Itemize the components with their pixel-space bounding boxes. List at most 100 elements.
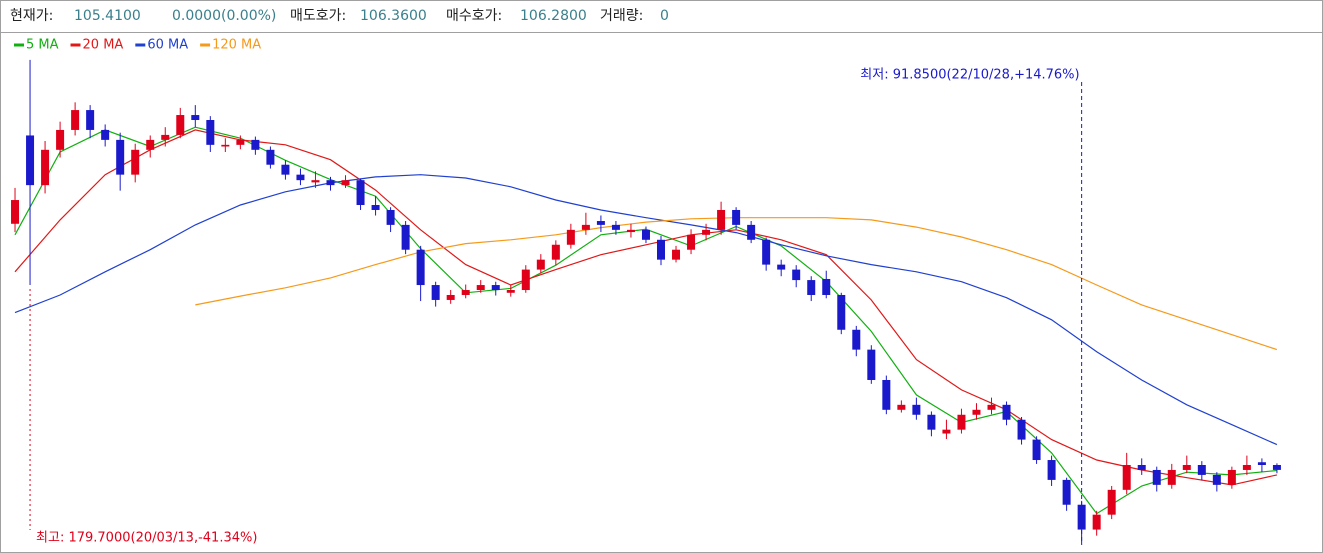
candle-body [251,139,260,150]
candle-body [1152,469,1161,485]
candle-body [221,144,230,147]
candle-body [446,294,455,300]
candle-body [1092,514,1101,530]
candle-body [942,429,951,434]
candle-body [311,180,320,183]
candle-body [1272,464,1281,470]
candle-body [596,221,605,225]
candle-body [566,229,575,245]
candle-body [641,229,650,240]
candle-body [101,129,110,140]
candle-body [476,285,485,291]
price: 105.4100 [74,8,141,24]
legend-label: 20 MA [83,38,124,53]
candle-body [762,239,771,265]
ma-line [14,129,1278,486]
legend-label: 5 MA [26,38,59,53]
ma-line [14,174,1278,446]
candle-body [657,239,665,260]
candle-body [401,224,410,250]
ask-label: 매도호가: [290,8,346,24]
candle-body [1017,419,1026,440]
candle-body [717,209,726,230]
candle-body [1212,474,1221,485]
candle-body [266,149,275,165]
candle-body [236,139,245,145]
candle-body [71,110,80,130]
candle-body [41,149,50,186]
candle-body [131,149,140,175]
candle-body [1167,469,1176,485]
bid: 106.2800 [520,8,587,24]
candle-body [431,285,440,300]
candle-body [491,285,500,291]
change: 0.0000(0.00%) [172,8,276,24]
candle-body [461,290,470,295]
price-label: 현재가: [10,8,53,24]
candle-body [807,280,816,295]
candle-body [146,139,155,150]
candle-body [551,244,560,260]
bid-label: 매수호가: [446,8,502,24]
candle-body [116,139,125,175]
candle-body [837,294,846,330]
candle-body [56,129,65,150]
candle-body [86,110,95,130]
candle-body [957,414,966,430]
annotation-label: 최저: 91.8500(22/10/28,+14.76%) [860,68,1079,83]
candle-body [581,224,590,230]
candle-body [1062,479,1071,505]
candle-body [1257,462,1266,465]
candle-body [1227,469,1236,485]
candle-body [897,404,906,410]
candle-body [987,404,996,410]
volume-label: 거래량: [600,8,643,24]
annotation-label: 최고: 179.7000(20/03/13,-41.34%) [36,531,257,546]
candle-body [536,259,545,270]
candle-body [777,264,786,270]
volume: 0 [660,8,669,24]
candle-body [972,409,981,415]
candle-body [626,229,635,233]
candle-body [1242,464,1251,470]
candle-body [927,414,936,430]
candle-body [416,249,425,286]
candle-body [326,180,335,186]
candle-body [11,200,20,224]
candle-body [611,224,620,230]
candle-body [281,164,290,175]
candle-body [371,205,380,210]
candle-body [1137,464,1146,470]
candle-body [687,234,696,250]
candle-body [672,249,681,260]
candle-body [867,349,876,380]
candle-body [1197,464,1206,475]
candle-body [747,224,756,240]
legend-label: 120 MA [212,38,261,53]
candle-body [296,174,305,181]
candle-body [702,229,711,235]
candle-body [521,269,530,291]
ask: 106.3600 [360,8,427,24]
candle-body [822,278,831,295]
candle-body [176,115,185,135]
candle-body [732,209,741,225]
candle-body [191,115,200,121]
candle-body [1047,460,1056,480]
candle-body [161,134,170,140]
candle-body [1107,489,1116,515]
candle-body [356,180,365,206]
candle-body [1122,464,1131,490]
candle-body [206,120,215,145]
candle-body [386,209,395,225]
candle-body [852,329,861,350]
candle-body [1182,464,1191,470]
candle-body [26,135,35,186]
candle-body [912,404,921,415]
candle-body [882,379,891,410]
candle-body [506,290,515,293]
candle-body [1032,439,1041,461]
legend-label: 60 MA [147,38,188,53]
